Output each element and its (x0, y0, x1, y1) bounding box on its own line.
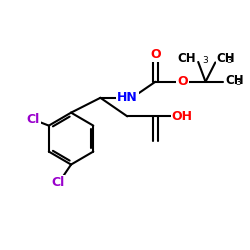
Text: 3: 3 (202, 56, 208, 65)
Text: HN: HN (117, 91, 138, 104)
Text: CH: CH (216, 52, 235, 65)
Text: O: O (177, 75, 188, 88)
Text: O: O (150, 48, 161, 60)
Text: OH: OH (172, 110, 193, 123)
Text: Cl: Cl (51, 176, 64, 189)
Text: 3: 3 (226, 56, 232, 65)
Text: CH: CH (226, 74, 244, 87)
Text: Cl: Cl (26, 113, 40, 126)
Text: CH: CH (178, 52, 197, 65)
Text: 3: 3 (235, 78, 240, 87)
